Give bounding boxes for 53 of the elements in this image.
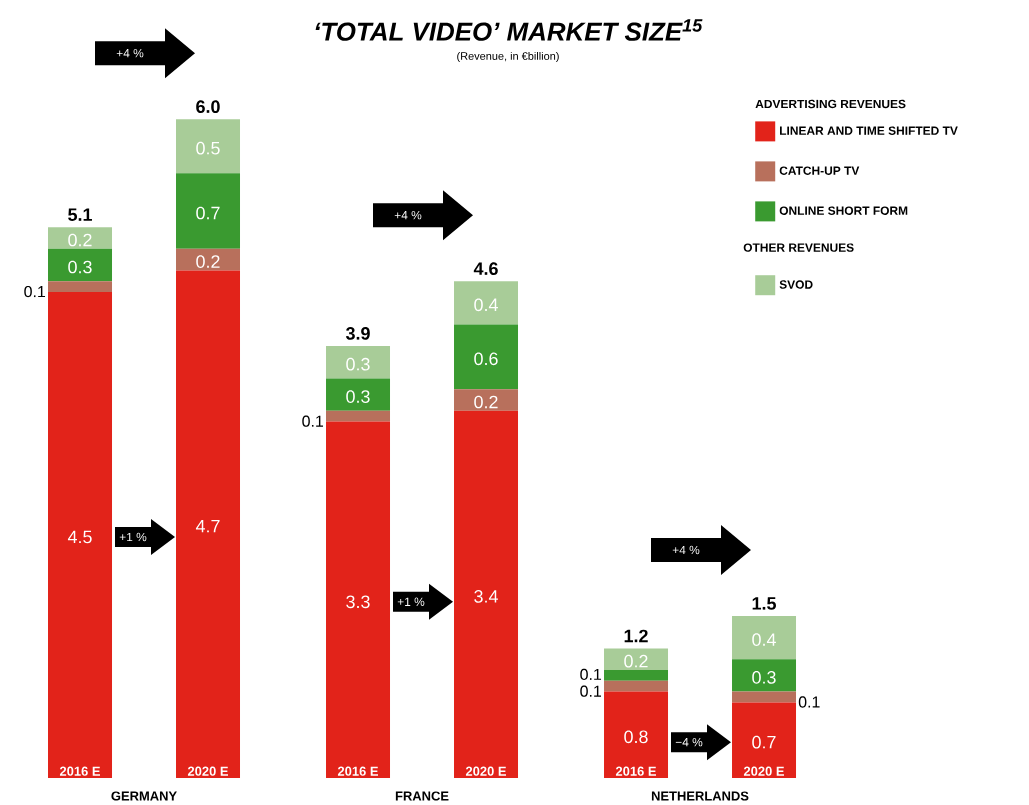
total-label: 3.9 (345, 327, 370, 340)
total-label: 1.5 (752, 597, 776, 610)
data-label: 0.7 (752, 735, 776, 749)
data-label: 0.3 (346, 390, 370, 403)
data-label: 4.7 (195, 520, 220, 533)
annotation: +1 % (397, 597, 425, 606)
x-tick-label: 2016 E (337, 766, 379, 776)
data-label: 0.2 (68, 233, 92, 247)
data-label: 0.4 (752, 633, 776, 646)
data-label: 0.3 (752, 671, 776, 684)
x-tick-label: 2016 E (615, 766, 657, 776)
annotation: −4 % (675, 738, 703, 747)
text: FRANCE (395, 791, 449, 801)
text: NETHERLANDS (651, 791, 749, 801)
data-label: 3.4 (474, 590, 498, 603)
annotation: +1 % (119, 532, 147, 542)
data-label: 0.5 (196, 141, 220, 155)
text: GERMANY (111, 791, 177, 801)
total-label: 1.2 (624, 629, 648, 643)
x-tick-label: 2020 E (465, 766, 507, 776)
data-label: 3.3 (346, 595, 370, 609)
data-label: 0.4 (474, 298, 498, 312)
data-label: 0.1 (24, 285, 46, 298)
chart-subtitle: (Revenue, in €billion) (457, 51, 559, 63)
legend-title: ADVERTISING REVENUES (755, 99, 906, 109)
data-label: 0.2 (196, 255, 220, 268)
data-label: 0.1 (798, 696, 820, 708)
data-label: 0.6 (474, 352, 498, 366)
data-label: 0.3 (346, 357, 370, 371)
annotation: OTHER REVENUES (743, 243, 854, 252)
data-label: 0.2 (624, 654, 648, 668)
legend-label: ONLINE SHORT FORM (779, 206, 908, 215)
data-label: 4.5 (67, 530, 92, 544)
text: +4 % (116, 49, 144, 58)
annotation: +4 % (672, 545, 700, 555)
total-label: 5.1 (68, 208, 92, 221)
legend-label: LINEAR AND TIME SHIFTED TV (780, 126, 958, 135)
x-tick-label: 2020 E (187, 766, 229, 776)
data-label: 0.7 (196, 206, 220, 220)
data-label: 0.1 (580, 668, 602, 681)
legend-label: CATCH-UP TV (779, 166, 860, 175)
x-tick-label: 2020 E (743, 766, 785, 776)
annotation: +4 % (394, 211, 422, 220)
total-label: 6.0 (196, 100, 220, 113)
total-label: 4.6 (473, 262, 498, 275)
legend-label: SVOD (779, 280, 813, 289)
chart-title: ‘TOTAL VIDEO’ MARKET SIZE$^{15}$ (315, 19, 703, 41)
data-label: 0.2 (474, 395, 498, 409)
data-label: 0.1 (580, 685, 602, 697)
data-label: 0.3 (68, 260, 92, 274)
data-label: 0.8 (624, 730, 648, 744)
data-label: 0.1 (302, 415, 324, 427)
x-tick-label: 2016 E (59, 766, 101, 776)
